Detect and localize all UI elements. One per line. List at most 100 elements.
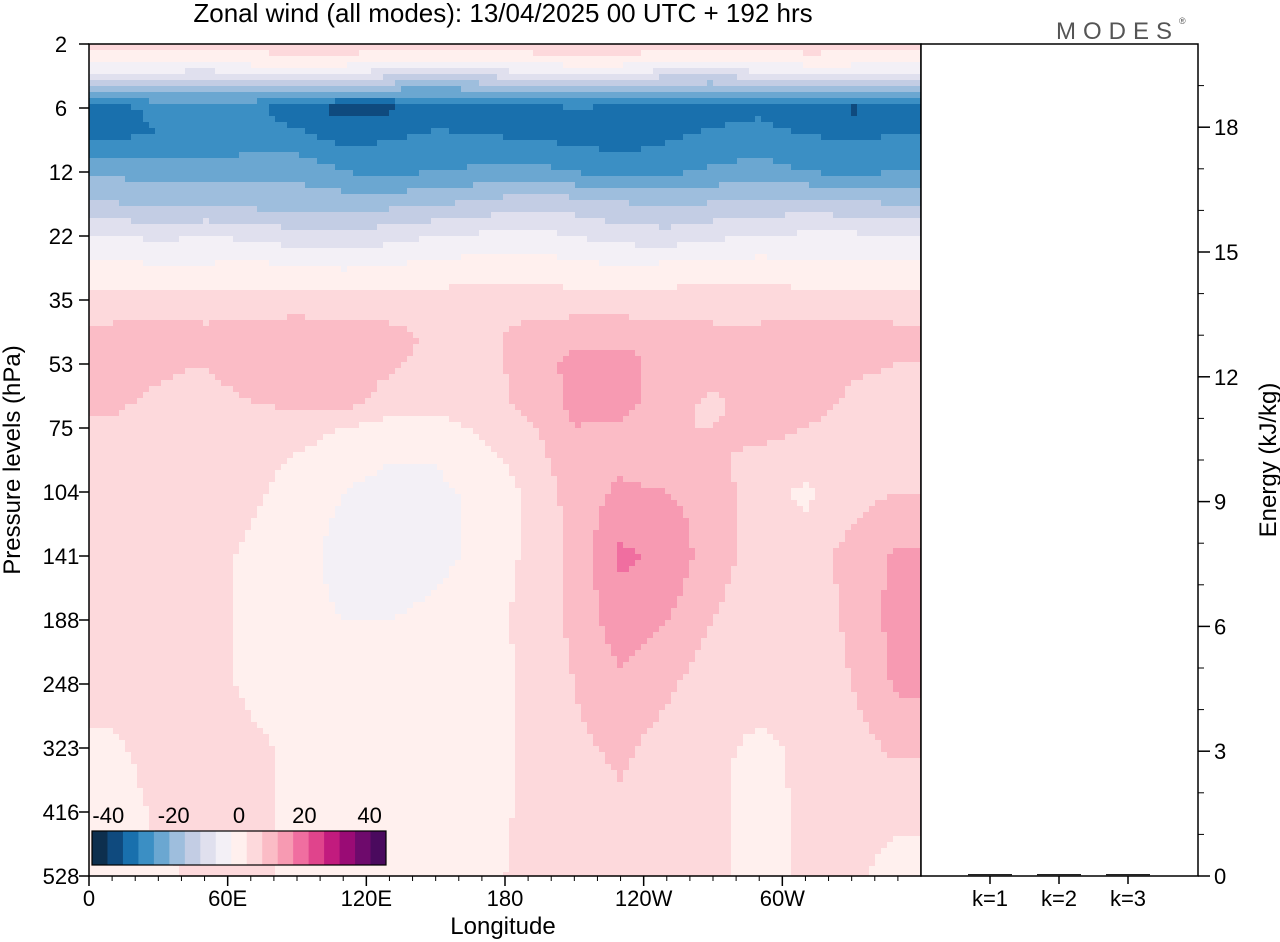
heatmap-cell <box>917 230 922 237</box>
heatmap-cell <box>863 104 870 111</box>
heatmap-cell <box>677 128 684 135</box>
heatmap-cell <box>473 176 480 183</box>
heatmap-cell <box>119 164 126 171</box>
heatmap-cell <box>455 146 462 153</box>
heatmap-cell <box>887 62 894 69</box>
heatmap-cell <box>233 122 240 129</box>
heatmap-cell <box>527 134 534 141</box>
heatmap-cell <box>707 224 714 231</box>
heatmap-cell <box>683 74 690 81</box>
heatmap-cell <box>653 110 660 117</box>
heatmap-cell <box>197 62 204 69</box>
heatmap-cell <box>629 80 636 87</box>
heatmap-cell <box>791 254 798 261</box>
heatmap-cell <box>791 86 798 93</box>
heatmap-cell <box>893 74 900 81</box>
heatmap-cell <box>605 62 612 69</box>
heatmap-cell <box>845 212 852 219</box>
heatmap-cell <box>641 74 648 81</box>
heatmap-cell <box>521 206 528 213</box>
heatmap-cell <box>455 230 462 237</box>
heatmap-cell <box>557 74 564 81</box>
heatmap-cell <box>407 200 414 207</box>
heatmap-cell <box>851 224 858 231</box>
heatmap-cell <box>389 236 396 243</box>
heatmap-cell <box>887 152 894 159</box>
heatmap-cell <box>515 86 522 93</box>
heatmap-cell <box>161 116 168 123</box>
heatmap-cell <box>347 158 354 165</box>
heatmap-cell <box>119 182 126 189</box>
heatmap-cell <box>485 188 492 195</box>
heatmap-cell <box>347 98 354 105</box>
heatmap-cell <box>641 122 648 129</box>
heatmap-cell <box>635 242 642 249</box>
heatmap-cell <box>221 92 228 99</box>
heatmap-cell <box>527 62 534 69</box>
heatmap-cell <box>449 176 456 183</box>
heatmap-cell <box>899 236 906 243</box>
heatmap-cell <box>143 254 150 261</box>
heatmap-cell <box>845 134 852 141</box>
heatmap-cell <box>881 206 888 213</box>
heatmap-cell <box>491 236 498 243</box>
heatmap-cell <box>641 50 648 57</box>
heatmap-cell <box>485 56 492 63</box>
heatmap-cell <box>311 92 318 99</box>
heatmap-cell <box>635 44 642 51</box>
heatmap-cell <box>125 224 132 231</box>
heatmap-cell <box>797 176 804 183</box>
heatmap-cell <box>113 224 120 231</box>
heatmap-cell <box>605 158 612 165</box>
heatmap-cell <box>395 182 402 189</box>
heatmap-cell <box>89 68 96 75</box>
heatmap-cell <box>119 242 126 249</box>
heatmap-cell <box>215 206 222 213</box>
heatmap-cell <box>173 152 180 159</box>
heatmap-cell <box>497 152 504 159</box>
heatmap-cell <box>755 164 762 171</box>
heatmap-cell <box>209 152 216 159</box>
heatmap-cell <box>221 188 228 195</box>
heatmap-cell <box>377 158 384 165</box>
heatmap-cell <box>569 128 576 135</box>
heatmap-cell <box>569 122 576 129</box>
heatmap-cell <box>755 56 762 63</box>
heatmap-cell <box>641 248 648 255</box>
heatmap-cell <box>515 146 522 153</box>
heatmap-cell <box>449 254 456 261</box>
heatmap-cell <box>605 242 612 249</box>
heatmap-cell <box>857 74 864 81</box>
heatmap-cell <box>821 170 828 177</box>
heatmap-cell <box>725 212 732 219</box>
heatmap-cell <box>293 212 300 219</box>
heatmap-cell <box>125 194 132 201</box>
heatmap-cell <box>455 194 462 201</box>
heatmap-cell <box>203 128 210 135</box>
heatmap-cell <box>203 224 210 231</box>
heatmap-cell <box>875 140 882 147</box>
heatmap-cell <box>785 74 792 81</box>
heatmap-cell <box>911 164 918 171</box>
heatmap-cell <box>233 140 240 147</box>
heatmap-cell <box>587 134 594 141</box>
heatmap-cell <box>89 176 96 183</box>
heatmap-cell <box>575 152 582 159</box>
heatmap-cell <box>395 206 402 213</box>
heatmap-cell <box>857 92 864 99</box>
heatmap-cell <box>899 44 906 51</box>
heatmap-cell <box>851 80 858 87</box>
heatmap-cell <box>701 50 708 57</box>
heatmap-cell <box>323 224 330 231</box>
heatmap-cell <box>239 98 246 105</box>
heatmap-cell <box>395 116 402 123</box>
heatmap-cell <box>167 218 174 225</box>
heatmap-cell <box>329 236 336 243</box>
heatmap-cell <box>665 182 672 189</box>
heatmap-cell <box>371 152 378 159</box>
heatmap-cell <box>155 56 162 63</box>
heatmap-cell <box>713 122 720 129</box>
heatmap-cell <box>779 80 786 87</box>
heatmap-cell <box>479 194 486 201</box>
heatmap-cell <box>383 236 390 243</box>
